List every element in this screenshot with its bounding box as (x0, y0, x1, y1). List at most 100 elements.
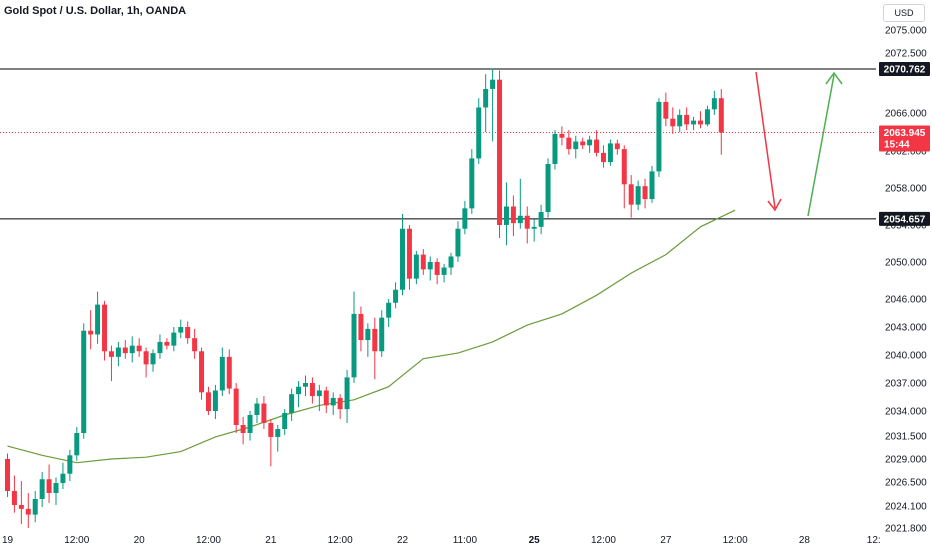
candle-body (60, 473, 66, 483)
candle (448, 252, 454, 275)
candle (413, 250, 419, 285)
resistance-tag-label: 2070.762 (884, 64, 926, 75)
candle (684, 107, 690, 131)
candle-body (171, 332, 177, 346)
candle (95, 291, 101, 344)
candle-body (455, 228, 461, 257)
down-arrow-head (767, 198, 782, 212)
time-axis[interactable]: 19 12:00 20 12:00 21 12:00 22 11:00 25 12:00 27 12:… (2, 535, 881, 546)
candle-body (614, 143, 620, 150)
candle (573, 135, 579, 159)
candle-body (219, 356, 225, 391)
candle (718, 88, 724, 155)
candle (247, 411, 253, 441)
candle (205, 386, 211, 415)
candle-body (635, 186, 641, 205)
x-tick-label: 12:00 (328, 535, 353, 546)
candle-body (427, 262, 433, 270)
candle-body (323, 390, 329, 406)
candle-body (621, 149, 627, 185)
candle-body (275, 429, 281, 437)
candle-body (150, 353, 156, 365)
candle-body (337, 397, 343, 410)
candle-body (594, 139, 600, 153)
candle (386, 299, 392, 327)
candle (621, 145, 627, 209)
candle (268, 419, 274, 467)
candle (580, 137, 586, 150)
candle-body (628, 184, 634, 205)
candle (441, 263, 447, 283)
candle (254, 397, 260, 423)
candle-body (718, 98, 724, 133)
candle-body (711, 98, 717, 110)
support-tag (879, 211, 930, 226)
candle-body (476, 107, 482, 159)
candle-body (178, 327, 184, 333)
up-arrow-head (825, 71, 843, 85)
x-tick-label: 11:00 (453, 535, 478, 546)
x-tick-label: 25 (529, 535, 541, 546)
candle-body (698, 120, 703, 125)
candle (102, 300, 108, 361)
candle (656, 98, 662, 177)
candle-body (261, 403, 267, 423)
y-tick-label: 2026.500 (885, 478, 927, 489)
candle (503, 182, 509, 246)
candle-body (122, 347, 128, 354)
candle-body (302, 383, 308, 387)
candle (524, 206, 530, 244)
x-tick-label: 12:00 (64, 535, 89, 546)
candle (420, 249, 426, 275)
x-tick-label: 12:00 (723, 535, 748, 546)
candle (178, 319, 184, 339)
candle (212, 384, 218, 419)
candle (344, 369, 350, 423)
chart-title: Gold Spot / U.S. Dollar, 1h, OANDA (4, 5, 187, 17)
candle (226, 349, 232, 395)
candle (289, 388, 295, 421)
candle (663, 92, 669, 127)
candle (81, 323, 87, 439)
candle-body (226, 356, 232, 389)
candle-body (510, 206, 516, 224)
candle (330, 392, 336, 415)
candle-body (434, 262, 440, 275)
candle (600, 145, 606, 168)
x-tick-label: 21 (265, 535, 277, 546)
candle (455, 221, 461, 262)
candle-body (400, 228, 406, 290)
candle-body (406, 228, 412, 279)
candle (39, 471, 45, 507)
candle (261, 396, 267, 429)
x-tick-label: 20 (134, 535, 146, 546)
candle-body (11, 491, 17, 505)
candle-body (600, 152, 606, 163)
candle (302, 375, 308, 397)
candle-body (254, 403, 260, 415)
candle (406, 225, 412, 290)
x-tick-label: 12:00 (591, 535, 616, 546)
candle (677, 109, 683, 132)
candle-body (448, 256, 454, 268)
candle-body (81, 330, 87, 433)
candle (5, 453, 10, 497)
y-tick-label: 2072.500 (885, 49, 927, 60)
candle (32, 491, 38, 523)
candle-body (53, 483, 59, 493)
candle-body (483, 88, 489, 108)
candle (490, 68, 496, 142)
horizontal-levels (0, 68, 876, 220)
y-tick-label: 2031.500 (885, 432, 927, 443)
candle (607, 139, 613, 166)
candle-body (420, 254, 426, 270)
candle-body (497, 79, 503, 225)
candle-body (268, 423, 274, 437)
candle-body (580, 141, 586, 146)
price-axis[interactable]: 2075.000 2072.500 2066.000 2062.000 2058.000… (885, 26, 927, 535)
support-tag-label: 2054.657 (884, 214, 926, 225)
currency-button[interactable]: USD (883, 4, 925, 22)
candle-body (559, 133, 565, 138)
candle (462, 200, 468, 235)
